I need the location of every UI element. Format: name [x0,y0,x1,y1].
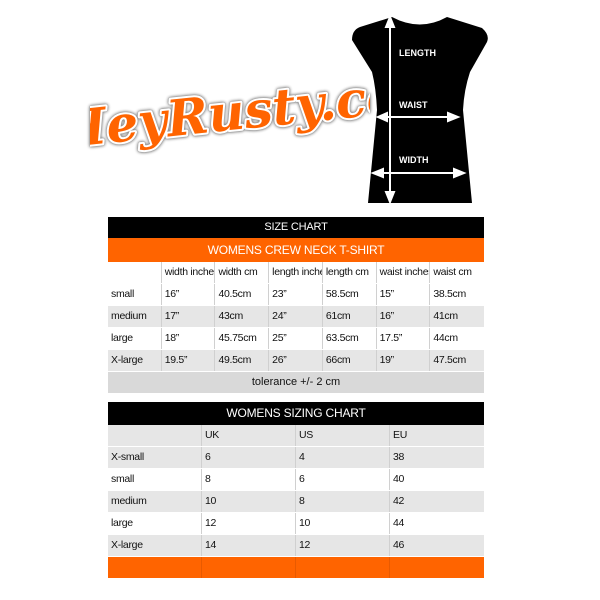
table-cell: 19” [377,350,431,371]
column-header: waist cm [433,266,472,278]
tshirt-silhouette [352,17,488,203]
table-cell: 40.5cm [215,284,270,305]
column-header: length cm [323,262,377,283]
table-cell: 10 [202,491,296,512]
table-cell: 25” [269,328,323,349]
tolerance-note: tolerance +/- 2 cm [108,372,484,393]
arrow-head-left-icon [375,111,388,123]
column-header [108,425,202,446]
sizing-footer-bar [108,557,484,578]
table-cell: 49.5cm [215,350,270,371]
table-row: medium 10 8 42 [108,491,484,513]
column-header: width inches [162,262,216,283]
column-header: length inches [269,262,323,283]
table-cell: 38.5cm [433,288,466,300]
length-label: LENGTH [399,48,436,58]
table-cell: 45.75cm [215,328,270,349]
table-cell: 8 [296,491,390,512]
arrow-head-left-icon [370,167,384,179]
arrow-head-right-icon [447,111,461,123]
arrow-head-right-icon [453,167,467,179]
waist-label: WAIST [399,100,428,110]
size-chart-subtitle: WOMENS CREW NECK T-SHIRT [108,238,484,262]
table-row: small 8 6 40 [108,469,484,491]
table-cell: 14 [202,535,296,556]
table-cell: 19.5” [162,350,216,371]
table-row: small 16” 40.5cm 23” 58.5cm 15” 38.5cm [108,284,484,306]
table-cell: 8 [202,469,296,490]
row-label: X-small [108,447,202,468]
table-cell: 16” [377,306,431,327]
table-cell: 10 [296,513,390,534]
table-cell: 17” [162,306,216,327]
column-header: width cm [215,262,270,283]
table-cell: 12 [296,535,390,556]
table-cell: 46 [393,539,405,551]
table-cell: 42 [393,495,405,507]
table-cell: 18” [162,328,216,349]
table-row: large 18” 45.75cm 25” 63.5cm 17.5” 44cm [108,328,484,350]
table-cell: 17.5” [377,328,431,349]
sizing-chart-title: WOMENS SIZING CHART [108,402,484,425]
table-cell: 61cm [323,306,377,327]
table-row: X-large 14 12 46 [108,535,484,557]
table-row: X-small 6 4 38 [108,447,484,469]
size-chart-table: SIZE CHART WOMENS CREW NECK T-SHIRT widt… [108,217,484,393]
footer-cell [296,557,390,578]
womens-sizing-table: WOMENS SIZING CHART UK US EU X-small 6 4 38 sma… [108,402,484,578]
column-header: EU [393,429,407,441]
table-cell: 58.5cm [323,284,377,305]
table-cell: 40 [393,473,405,485]
column-header: UK [202,425,296,446]
table-row: X-large 19.5” 49.5cm 26” 66cm 19” 47.5cm [108,350,484,372]
footer-cell [202,557,296,578]
width-label: WIDTH [399,155,429,165]
table-cell: 12 [202,513,296,534]
row-label: large [108,513,202,534]
tshirt-diagram: LENGTH WAIST WIDTH [352,14,488,205]
table-row: medium 17” 43cm 24” 61cm 16” 41cm [108,306,484,328]
arrow-head-up-icon [384,14,396,28]
header-row: UK US EU [108,425,484,447]
table-cell: 44cm [433,332,458,344]
table-cell: 26” [269,350,323,371]
row-label: X-large [108,535,202,556]
row-label: medium [108,491,202,512]
table-cell: 38 [393,451,405,463]
table-cell: 43cm [215,306,270,327]
table-cell: 16” [162,284,216,305]
table-cell: 23” [269,284,323,305]
table-row: large 12 10 44 [108,513,484,535]
row-label: small [108,284,162,305]
table-cell: 41cm [433,310,458,322]
row-label: medium [108,306,162,327]
table-cell: 24” [269,306,323,327]
column-header: waist inches [377,262,431,283]
arrow-head-down-icon [384,191,396,205]
table-cell: 6 [202,447,296,468]
footer-cell [108,557,202,578]
table-cell: 63.5cm [323,328,377,349]
table-cell: 15” [377,284,431,305]
table-cell: 47.5cm [433,354,466,366]
table-cell: 44 [393,517,405,529]
row-label: X-large [108,350,162,371]
table-cell: 6 [296,469,390,490]
column-header: US [296,425,390,446]
size-chart-title: SIZE CHART [108,217,484,238]
table-cell: 4 [296,447,390,468]
table-cell: 66cm [323,350,377,371]
footer-cell [390,557,484,578]
logo-text: HeyRusty.co [90,65,370,160]
column-header [108,262,162,283]
row-label: large [108,328,162,349]
row-label: small [108,469,202,490]
heyrusty-logo: HeyRusty.co [90,63,370,162]
